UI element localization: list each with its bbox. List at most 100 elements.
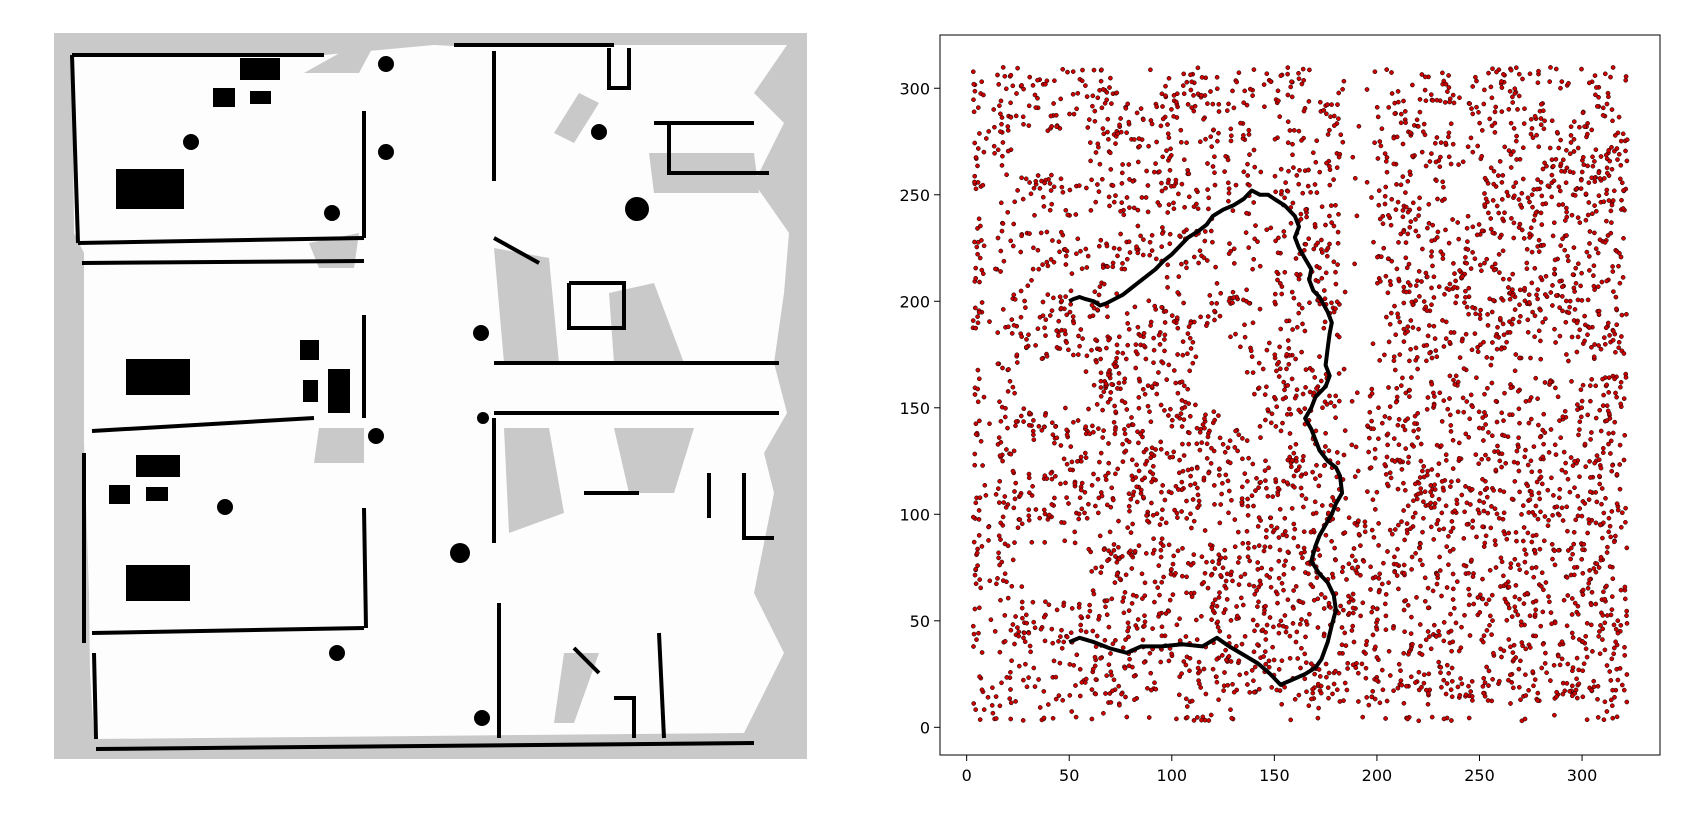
sample-point [1005, 595, 1011, 601]
sample-point [1049, 124, 1054, 129]
sample-point [1048, 257, 1054, 262]
sample-point [1415, 435, 1420, 440]
sample-point [1104, 673, 1110, 678]
sample-point [1327, 182, 1333, 188]
sample-point [1285, 188, 1291, 194]
sample-point [1395, 546, 1400, 552]
sample-point [1324, 402, 1330, 407]
sample-point [1448, 121, 1454, 127]
sample-point [1252, 391, 1257, 397]
sample-point [1324, 253, 1330, 259]
sample-point [1119, 200, 1125, 205]
sample-point [1612, 376, 1617, 382]
sample-point [1415, 366, 1420, 372]
sample-point [1043, 599, 1048, 605]
sample-point [1266, 465, 1271, 471]
sample-point [1179, 424, 1185, 429]
sample-point [1456, 236, 1462, 242]
sample-point [1463, 484, 1468, 489]
sample-point [1287, 128, 1293, 133]
sample-point [1225, 478, 1231, 484]
sample-point [1203, 136, 1208, 142]
sample-point [1159, 180, 1164, 186]
sample-point [1179, 379, 1185, 385]
sample-point [1141, 330, 1147, 336]
sample-point [1255, 604, 1260, 609]
sample-point [1499, 410, 1505, 416]
sample-point [1033, 105, 1039, 110]
sample-point [1363, 675, 1369, 681]
sample-point [1252, 236, 1258, 242]
sample-point [1451, 605, 1457, 611]
sample-point [1454, 579, 1460, 584]
sample-point [1439, 419, 1445, 424]
sample-point [1448, 484, 1453, 489]
sample-point [1011, 322, 1017, 328]
sample-point [1140, 494, 1146, 500]
sample-point [1624, 545, 1630, 551]
sample-point [1205, 161, 1210, 166]
sample-point [1258, 435, 1263, 440]
sample-point [1449, 648, 1454, 654]
sample-point [1517, 302, 1522, 308]
sample-point [1567, 298, 1573, 304]
sample-point [1134, 244, 1139, 250]
x-tick-label: 50 [1059, 766, 1079, 785]
sample-point [1624, 699, 1630, 705]
sample-point [975, 105, 981, 110]
sample-point [1290, 152, 1295, 158]
sample-point [1276, 630, 1282, 636]
sample-point [1176, 274, 1182, 279]
sample-point [1199, 440, 1205, 445]
sample-point [1481, 500, 1487, 505]
sample-point [1302, 328, 1308, 334]
sample-point [1227, 460, 1233, 466]
sample-point [1535, 698, 1540, 703]
sample-point [1517, 287, 1523, 293]
sample-point [1408, 631, 1414, 636]
sample-point [1374, 677, 1380, 683]
sample-point [1351, 639, 1357, 645]
sample-point [1483, 452, 1488, 458]
sample-point [1234, 79, 1240, 85]
sample-point [1431, 622, 1437, 628]
sample-point [1153, 161, 1158, 166]
sample-point [1442, 100, 1448, 105]
sample-point [1116, 683, 1122, 689]
sample-point [1067, 309, 1073, 315]
sample-point [1329, 538, 1334, 544]
sample-point [1387, 527, 1393, 533]
sample-point [1228, 138, 1234, 144]
sample-point [1109, 596, 1115, 602]
sample-point [1576, 667, 1582, 673]
sample-point [1535, 287, 1541, 292]
sample-point [1204, 323, 1209, 328]
sample-point [1508, 644, 1513, 650]
sample-point [1528, 458, 1534, 464]
sample-point [991, 143, 997, 149]
sample-point [1122, 590, 1128, 595]
sample-point [1160, 116, 1166, 122]
sample-point [1157, 342, 1163, 347]
sample-point [1059, 627, 1064, 633]
sample-point [1008, 716, 1014, 722]
sample-point [1405, 231, 1411, 237]
sample-point [986, 129, 992, 134]
sample-point [1601, 510, 1607, 516]
sample-point [1588, 602, 1594, 608]
sample-point [1256, 543, 1262, 548]
sample-point [1021, 630, 1027, 636]
sample-point [1076, 333, 1081, 339]
sample-point [999, 680, 1004, 686]
sample-point [1083, 369, 1089, 374]
sample-point [1245, 503, 1251, 509]
sample-point [1176, 692, 1182, 698]
sample-point [1194, 441, 1200, 447]
sample-point [1398, 111, 1404, 117]
sample-point [1401, 700, 1407, 706]
sample-point [1431, 323, 1437, 329]
sample-point [1412, 413, 1418, 419]
x-tick-label: 250 [1464, 766, 1495, 785]
sample-point [1130, 178, 1136, 184]
